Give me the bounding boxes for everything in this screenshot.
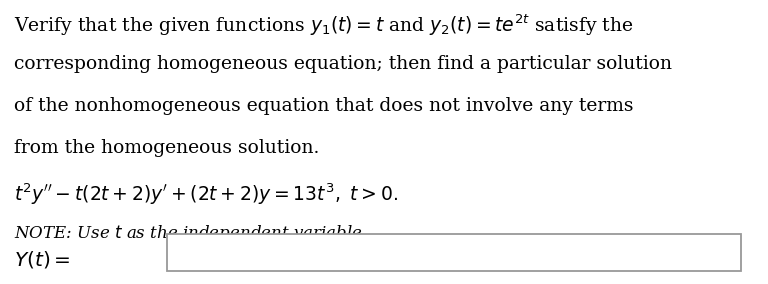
Text: of the nonhomogeneous equation that does not involve any terms: of the nonhomogeneous equation that does… (14, 97, 634, 115)
Text: $Y(t) =$: $Y(t) =$ (14, 248, 71, 270)
Text: $t^2y'' - t(2t + 2)y' + (2t + 2)y = 13t^3,\ t > 0.$: $t^2y'' - t(2t + 2)y' + (2t + 2)y = 13t^… (14, 182, 398, 207)
Text: Verify that the given functions $y_1(t) = t$ and $y_2(t) = te^{2t}$ satisfy the: Verify that the given functions $y_1(t) … (14, 13, 634, 38)
FancyBboxPatch shape (167, 234, 741, 271)
Text: corresponding homogeneous equation; then find a particular solution: corresponding homogeneous equation; then… (14, 55, 672, 73)
Text: NOTE: Use $t$ as the independent variable.: NOTE: Use $t$ as the independent variabl… (14, 223, 367, 244)
Text: from the homogeneous solution.: from the homogeneous solution. (14, 139, 319, 157)
